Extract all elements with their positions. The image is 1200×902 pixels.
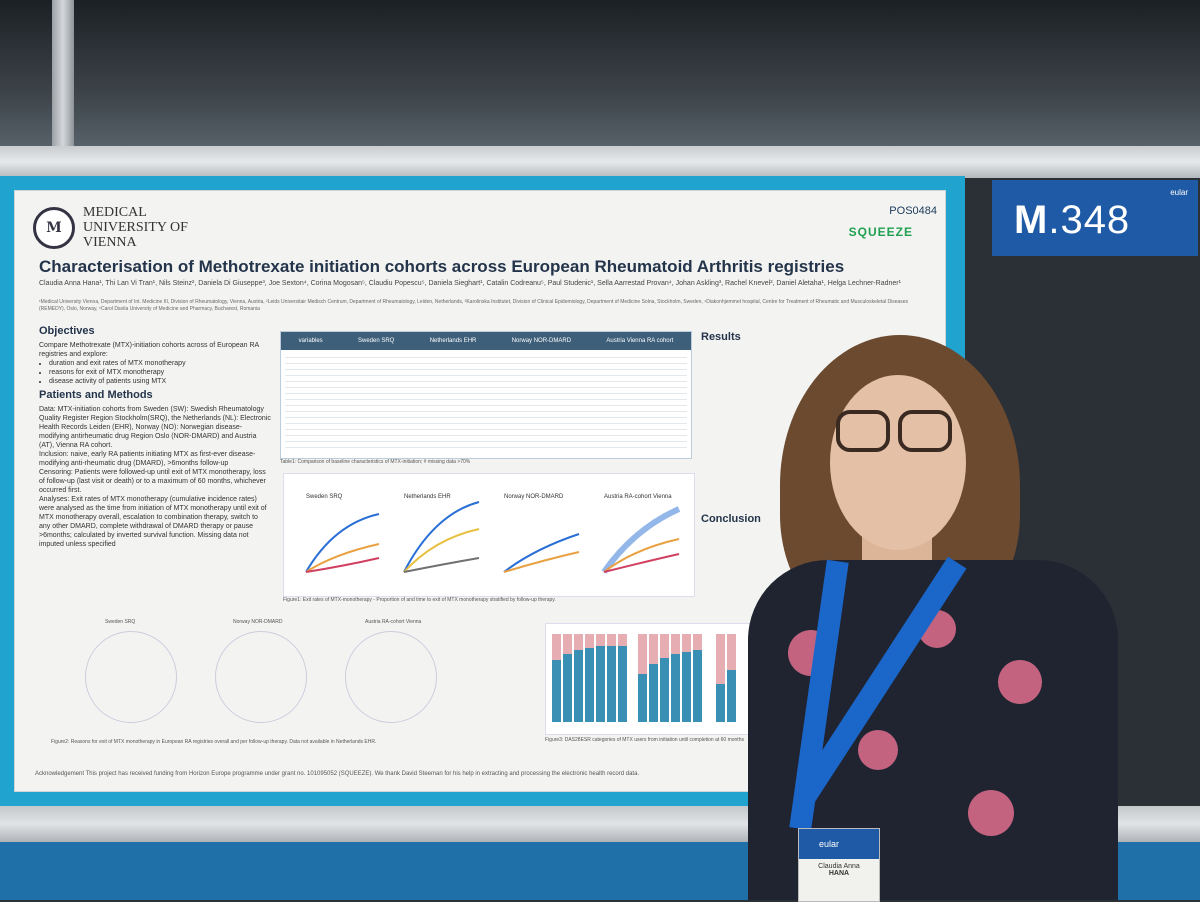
table-row <box>285 394 687 400</box>
table-row <box>285 382 687 388</box>
list-item: disease activity of patients using MTX <box>49 377 271 386</box>
board-top-rail <box>0 146 1200 178</box>
affiliations: ¹Medical University Vienna, Department o… <box>39 299 909 312</box>
objectives-text: Compare Methotrexate (MTX)-initiation co… <box>39 341 271 386</box>
figure1-exit-rates: Sweden SRQ Netherlands EHR Norway NOR-DM… <box>283 473 695 597</box>
badge-name: Claudia Anna HANA <box>799 859 879 881</box>
objectives-heading: Objectives <box>39 325 95 337</box>
project-logo: SQUEEZE <box>848 225 913 239</box>
table-caption: Table1: Comparison of baseline character… <box>280 459 471 465</box>
methods-censoring: Censoring: Patients were followed-up unt… <box>39 469 266 494</box>
conclusion-heading: Conclusion <box>701 513 761 525</box>
table-row <box>285 352 687 358</box>
university-name: MEDICAL UNIVERSITY OF VIENNA <box>83 205 188 250</box>
glasses-icon <box>832 410 952 452</box>
figure2-caption: Figure2: Reasons for exit of MTX monothe… <box>51 739 377 745</box>
curve-panel-sweden <box>305 513 380 573</box>
radar-title: Austria RA-cohort Vienna <box>365 619 422 625</box>
methods-text: Data: MTX-initiation cohorts from Sweden… <box>39 405 271 549</box>
objectives-list: duration and exit rates of MTX monothera… <box>39 359 271 386</box>
table-row <box>285 424 687 430</box>
name-badge: eular Claudia Anna HANA <box>798 828 880 902</box>
figure3-caption: Figure3: DAS28ESR categories of MTX user… <box>545 737 744 743</box>
board-number-sign: eular M.348 <box>992 180 1198 256</box>
presenter-face <box>830 375 966 550</box>
bar-group-netherlands <box>638 634 702 722</box>
table-column-header: Norway NOR-DMARD <box>511 338 572 344</box>
panel-title: Netherlands EHR <box>404 494 451 500</box>
radar-title: Sweden SRQ <box>105 619 136 625</box>
table-row <box>285 388 687 394</box>
table-column-header: Sweden SRQ <box>358 338 395 344</box>
table-row <box>285 412 687 418</box>
baseline-table: variables Sweden SRQ Netherlands EHR Nor… <box>280 331 692 459</box>
panel-title: Norway NOR-DMARD <box>504 494 564 500</box>
table-header: variables Sweden SRQ Netherlands EHR Nor… <box>281 332 691 350</box>
table-row <box>285 418 687 424</box>
board-digits: .348 <box>1048 198 1131 242</box>
table-row <box>285 442 687 448</box>
methods-inclusion: Inclusion: naive, early RA patients init… <box>39 451 256 467</box>
table-row <box>285 370 687 376</box>
badge-header: eular <box>799 829 879 859</box>
table-row <box>285 400 687 406</box>
university-seal-icon: M <box>33 206 75 249</box>
badge-org: eular <box>819 839 840 849</box>
panel-title: Sweden SRQ <box>306 494 343 500</box>
curve-panel-norway <box>503 533 580 573</box>
org-logo: eular <box>1170 188 1188 197</box>
table-column-header: Netherlands EHR <box>429 338 477 344</box>
exit-rate-curves: Sweden SRQ Netherlands EHR Norway NOR-DM… <box>305 494 681 574</box>
table-row <box>285 364 687 370</box>
results-column: Results Conclusion <box>693 331 943 791</box>
dress-flower <box>998 660 1042 704</box>
table-column-header: Austria Vienna RA cohort <box>606 338 674 344</box>
table-row <box>285 430 687 436</box>
table-column-header: variables <box>298 338 323 344</box>
list-item: reasons for exit of MTX monotherapy <box>49 368 271 377</box>
radar-chart-sweden <box>85 631 177 723</box>
exhibition-ceiling <box>0 0 1200 150</box>
curve-panel-netherlands <box>403 501 480 573</box>
figure1-caption: Figure1: Exit rates of MTX-monotherapy -… <box>283 597 556 603</box>
methods-analyses: Analyses: Exit rates of MTX monotherapy … <box>39 496 267 548</box>
das28-stacked-bars <box>552 634 736 722</box>
table-row <box>285 436 687 442</box>
methods-data: Data: MTX-initiation cohorts from Sweden… <box>39 406 271 449</box>
panel-title: Austria RA-cohort Vienna <box>604 494 672 500</box>
board-letter: M <box>1014 198 1049 242</box>
acknowledgement: Acknowledgement This project has receive… <box>35 771 640 777</box>
badge-name-line: HANA <box>828 870 850 877</box>
dress-flower <box>858 730 898 770</box>
badge-name-line: Claudia Anna <box>818 863 860 870</box>
curve-panel-austria <box>601 506 681 574</box>
table-body <box>281 350 691 450</box>
bar-group-norway <box>716 634 736 722</box>
methods-heading: Patients and Methods <box>39 389 153 401</box>
radar-chart-norway <box>215 631 307 723</box>
table-row <box>285 358 687 364</box>
university-logo: M MEDICAL UNIVERSITY OF VIENNA <box>33 205 213 250</box>
radar-title: Norway NOR-DMARD <box>233 619 283 625</box>
board-number: M.348 <box>1014 198 1130 243</box>
objectives-intro: Compare Methotrexate (MTX)-initiation co… <box>39 342 259 358</box>
dress-flower <box>968 790 1014 836</box>
bar-group-sweden <box>552 634 627 722</box>
author-list: Claudia Anna Hana¹, Thi Lan Vi Tran¹, Ni… <box>39 280 901 287</box>
poster-id: POS0484 <box>889 205 937 217</box>
table-row <box>285 406 687 412</box>
list-item: duration and exit rates of MTX monothera… <box>49 359 271 368</box>
radar-chart-austria <box>345 631 437 723</box>
poster-title: Characterisation of Methotrexate initiat… <box>39 257 845 276</box>
results-heading: Results <box>701 331 741 343</box>
table-row <box>285 376 687 382</box>
figure3-das28-bars <box>545 623 767 735</box>
